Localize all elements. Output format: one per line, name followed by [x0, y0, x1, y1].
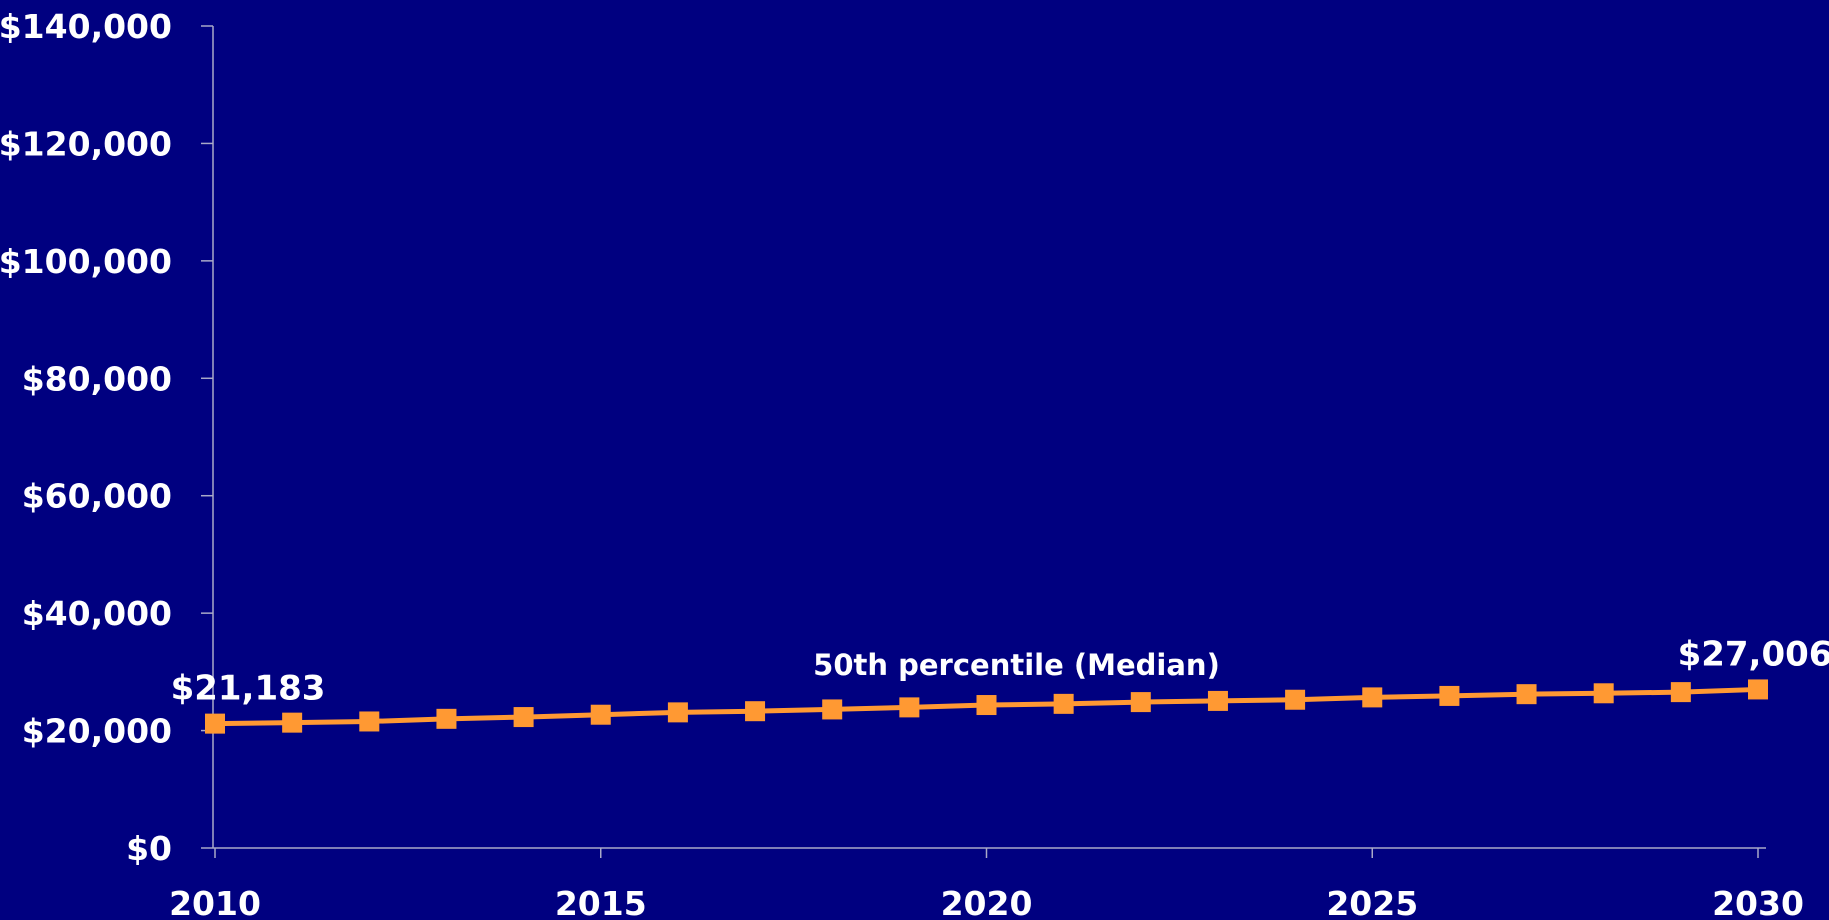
data-point-marker: [513, 707, 534, 728]
axes: [201, 25, 1766, 858]
data-point-marker: [1207, 690, 1228, 711]
data-point-marker: [1670, 682, 1691, 703]
data-point-marker: [436, 708, 457, 729]
x-tick-label: 2010: [169, 884, 261, 920]
data-value-label: $21,183: [171, 669, 326, 709]
data-point-marker: [1130, 692, 1151, 713]
data-point-marker: [899, 697, 920, 718]
y-tick-label: $100,000: [0, 242, 172, 281]
y-tick-label: $140,000: [0, 7, 172, 46]
data-point-marker: [1516, 684, 1537, 705]
y-tick-label: $0: [126, 829, 172, 868]
series-layer: [205, 679, 1768, 734]
x-tick-label: 2030: [1712, 884, 1804, 920]
data-point-marker: [745, 701, 766, 722]
y-tick-label: $80,000: [22, 359, 172, 398]
data-point-marker: [1439, 685, 1460, 706]
data-value-label: $27,006: [1678, 634, 1829, 674]
data-point-marker: [205, 713, 225, 734]
tick-labels: $0 $20,000 $40,000 $60,000 $80,000 $100,000 $1…: [0, 7, 1804, 920]
y-tick-label: $120,000: [0, 124, 172, 163]
x-tick-label: 2020: [941, 884, 1033, 920]
x-tick-label: 2025: [1326, 884, 1418, 920]
y-tick-label: $60,000: [22, 477, 172, 516]
data-point-marker: [1285, 689, 1306, 710]
data-point-marker: [1593, 683, 1614, 704]
data-point-marker: [667, 702, 688, 723]
data-labels: 50th percentile (Median) $21,183 $27,006: [171, 634, 1829, 708]
x-tick-label: 2015: [555, 884, 647, 920]
y-tick-label: $40,000: [22, 594, 172, 633]
series-name-label: 50th percentile (Median): [813, 648, 1220, 682]
data-point-marker: [1053, 693, 1074, 714]
data-point-marker: [282, 712, 303, 733]
data-point-marker: [976, 695, 997, 716]
data-point-marker: [822, 699, 843, 720]
data-point-marker: [359, 711, 380, 732]
data-point-marker: [1748, 679, 1768, 700]
data-point-marker: [1362, 687, 1383, 708]
data-point-marker: [590, 704, 611, 725]
y-tick-label: $20,000: [22, 712, 172, 751]
